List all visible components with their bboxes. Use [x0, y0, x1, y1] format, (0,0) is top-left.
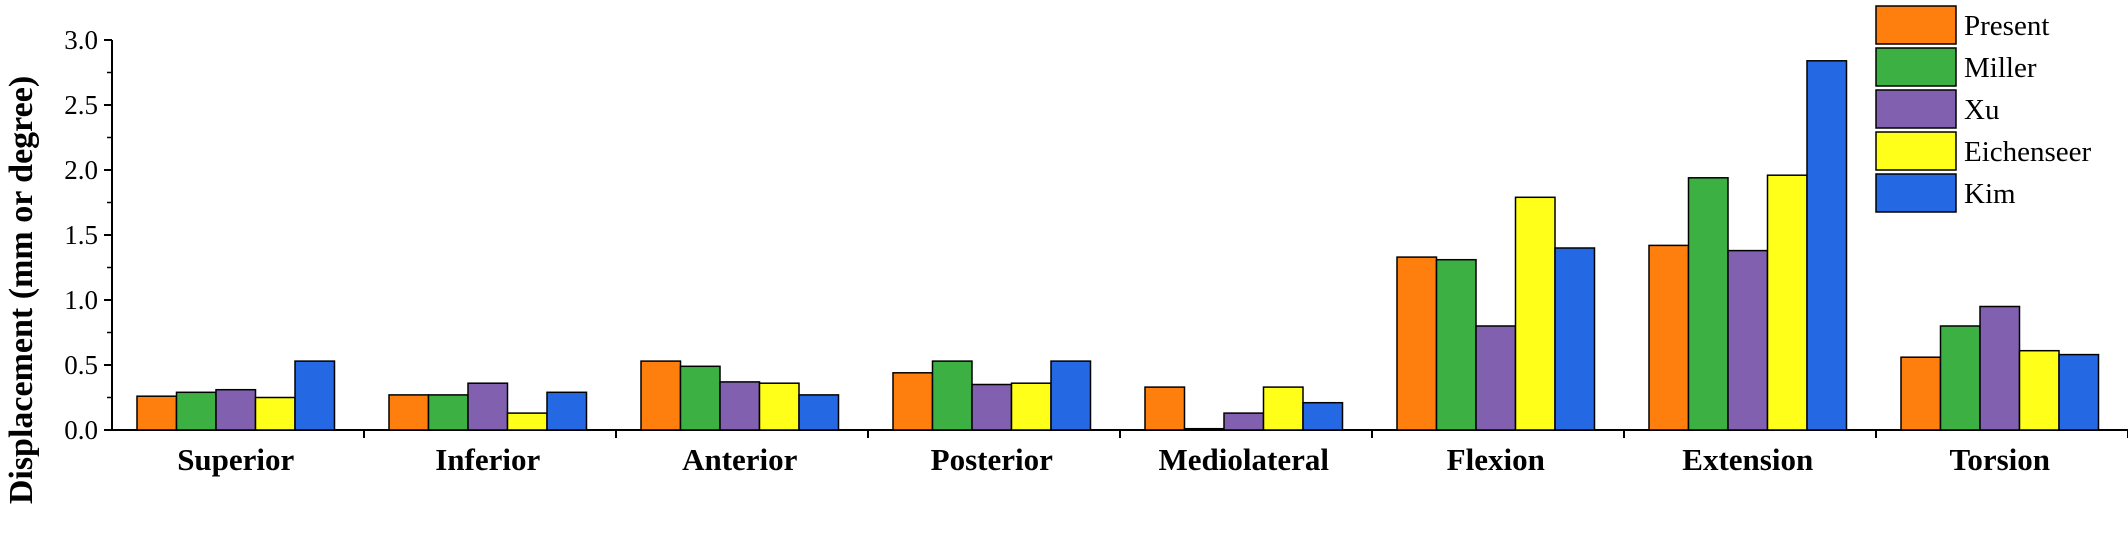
legend-swatch-eichenseer: [1875, 131, 1957, 171]
bar-xu-posterior: [971, 383, 1013, 431]
bar-eichenseer-mediolateral: [1262, 386, 1304, 431]
legend-label: Eichenseer: [1964, 136, 2092, 168]
bar-present-flexion: [1396, 256, 1438, 431]
bar-xu-torsion: [1979, 305, 2021, 431]
bar-xu-mediolateral: [1223, 412, 1265, 431]
y-tick-label: 2.5: [64, 90, 98, 120]
y-axis-title: Displacement (mm or degree): [3, 76, 40, 504]
bar-miller-superior: [175, 391, 217, 431]
legend-label: Kim: [1964, 178, 2016, 210]
bar-present-posterior: [892, 372, 934, 431]
category-label: Inferior: [435, 442, 540, 477]
legend: Present Miller Xu Eichenseer Kim: [1875, 5, 2092, 213]
bar-present-superior: [136, 395, 178, 431]
bar-eichenseer-anterior: [758, 382, 800, 431]
bar-kim-anterior: [798, 394, 840, 431]
bar-kim-flexion: [1554, 247, 1596, 431]
legend-swatch-kim: [1875, 173, 1957, 213]
bar-eichenseer-inferior: [506, 412, 548, 431]
bar-present-mediolateral: [1144, 386, 1186, 431]
y-axis-ticks: 0.0 0.5 1.0 1.5 2.0 2.5 3.0: [64, 25, 112, 445]
bar-miller-anterior: [679, 365, 721, 431]
bar-present-inferior: [388, 394, 430, 431]
bar-present-torsion: [1900, 356, 1942, 431]
legend-label: Present: [1964, 10, 2049, 42]
legend-swatch-xu: [1875, 89, 1957, 129]
bar-kim-torsion: [2058, 353, 2100, 431]
bar-miller-posterior: [931, 360, 973, 431]
y-tick-label: 1.5: [64, 220, 98, 250]
bar-series: [136, 60, 2100, 431]
bar-eichenseer-posterior: [1010, 382, 1052, 431]
bar-kim-inferior: [546, 391, 588, 431]
legend-swatch-present: [1875, 5, 1957, 45]
category-label: Mediolateral: [1159, 442, 1330, 477]
bar-xu-extension: [1727, 249, 1769, 431]
bar-present-anterior: [640, 360, 682, 431]
y-tick-label: 2.0: [64, 155, 98, 185]
bar-miller-flexion: [1435, 258, 1477, 431]
legend-label: Miller: [1964, 52, 2037, 84]
bar-kim-posterior: [1050, 360, 1092, 431]
bar-eichenseer-torsion: [2018, 349, 2060, 431]
bar-eichenseer-extension: [1766, 174, 1808, 431]
category-label: Flexion: [1447, 442, 1545, 477]
y-tick-label: 0.5: [64, 350, 98, 380]
bar-xu-anterior: [719, 381, 761, 431]
bar-kim-superior: [294, 360, 336, 431]
category-label: Posterior: [931, 442, 1053, 477]
bar-kim-mediolateral: [1302, 401, 1344, 431]
legend-swatch-miller: [1875, 47, 1957, 87]
y-tick-label: 3.0: [64, 25, 98, 55]
y-tick-label: 1.0: [64, 285, 98, 315]
category-label: Extension: [1682, 442, 1813, 477]
bar-miller-inferior: [427, 394, 469, 431]
bar-miller-torsion: [1939, 325, 1981, 431]
category-label: Superior: [177, 442, 294, 477]
legend-label: Xu: [1964, 94, 1999, 126]
category-label: Anterior: [682, 442, 798, 477]
bar-kim-extension: [1806, 60, 1848, 431]
bar-miller-extension: [1687, 177, 1729, 431]
category-label: Torsion: [1949, 442, 2050, 477]
bar-miller-mediolateral: [1183, 427, 1225, 431]
category-labels: Superior Inferior Anterior Posterior Mediola…: [177, 430, 2128, 477]
bar-present-extension: [1648, 244, 1690, 431]
bar-xu-flexion: [1475, 325, 1517, 431]
bar-xu-inferior: [467, 382, 509, 431]
y-tick-label: 0.0: [64, 415, 98, 445]
bar-xu-superior: [215, 388, 257, 431]
bar-eichenseer-flexion: [1514, 196, 1556, 431]
bar-eichenseer-superior: [254, 396, 296, 431]
